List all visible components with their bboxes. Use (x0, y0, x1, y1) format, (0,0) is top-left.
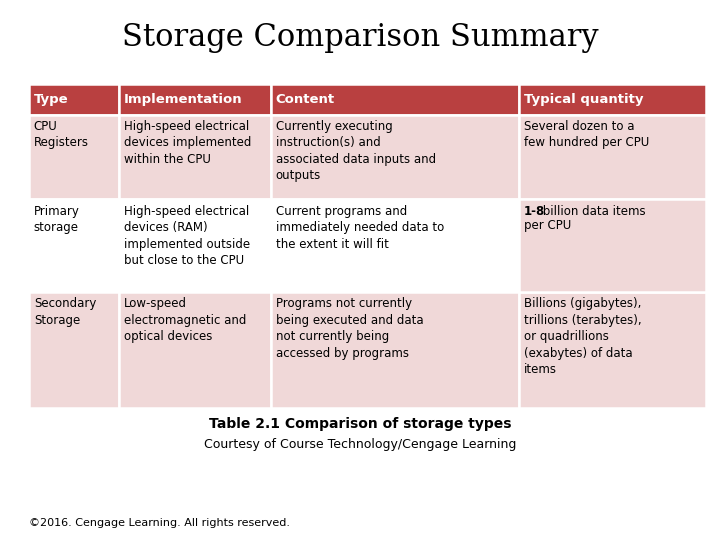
Bar (29, 114, 119, 199)
Bar (271, 199, 519, 292)
Bar (29, 84, 119, 114)
Text: Secondary
Storage: Secondary Storage (34, 298, 96, 327)
Text: High-speed electrical
devices (RAM)
implemented outside
but close to the CPU: High-speed electrical devices (RAM) impl… (124, 205, 250, 267)
Text: per CPU: per CPU (524, 219, 572, 232)
Text: High-speed electrical
devices implemented
within the CPU: High-speed electrical devices implemente… (124, 120, 251, 166)
Bar (119, 292, 271, 408)
Bar (271, 292, 519, 408)
Text: Content: Content (276, 93, 335, 106)
Bar (119, 114, 271, 199)
Text: Primary
storage: Primary storage (34, 205, 80, 234)
Text: Current programs and
immediately needed data to
the extent it will fit: Current programs and immediately needed … (276, 205, 444, 251)
Text: Courtesy of Course Technology/Cengage Learning: Courtesy of Course Technology/Cengage Le… (204, 438, 516, 451)
Text: billion data items: billion data items (539, 205, 646, 218)
Text: Several dozen to a
few hundred per CPU: Several dozen to a few hundred per CPU (524, 120, 649, 150)
Bar (271, 114, 519, 199)
Text: Currently executing
instruction(s) and
associated data inputs and
outputs: Currently executing instruction(s) and a… (276, 120, 436, 183)
Bar (29, 199, 119, 292)
Text: Implementation: Implementation (124, 93, 242, 106)
Bar (29, 292, 119, 408)
Text: Table 2.1 Comparison of storage types: Table 2.1 Comparison of storage types (209, 417, 511, 431)
Bar (519, 292, 706, 408)
Bar (519, 199, 706, 292)
Bar (119, 84, 271, 114)
Bar (519, 84, 706, 114)
Bar (119, 199, 271, 292)
Text: Programs not currently
being executed and data
not currently being
accessed by p: Programs not currently being executed an… (276, 298, 423, 360)
Bar (271, 84, 519, 114)
Text: ©2016. Cengage Learning. All rights reserved.: ©2016. Cengage Learning. All rights rese… (29, 518, 289, 528)
Text: Storage Comparison Summary: Storage Comparison Summary (122, 22, 598, 52)
Bar (519, 114, 706, 199)
Text: CPU
Registers: CPU Registers (34, 120, 89, 150)
Text: 1-8: 1-8 (524, 205, 546, 218)
Text: Low-speed
electromagnetic and
optical devices: Low-speed electromagnetic and optical de… (124, 298, 246, 343)
Text: Billions (gigabytes),
trillions (terabytes),
or quadrillions
(exabytes) of data
: Billions (gigabytes), trillions (terabyt… (524, 298, 642, 376)
Text: Type: Type (34, 93, 68, 106)
Text: Typical quantity: Typical quantity (524, 93, 644, 106)
